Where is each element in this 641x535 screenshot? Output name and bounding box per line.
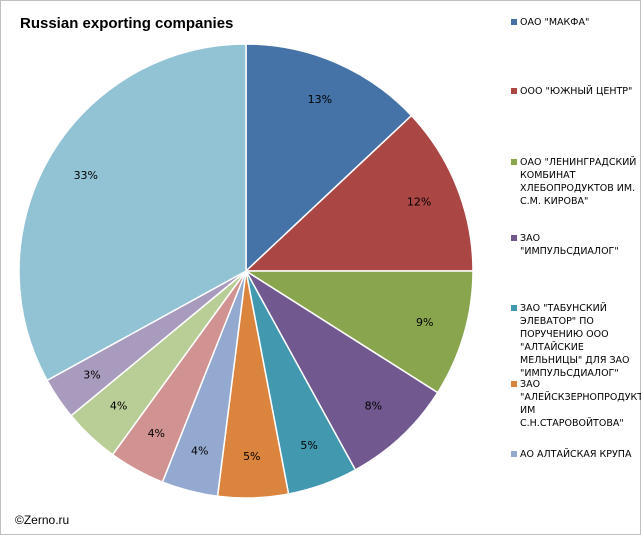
slice-label-8: 4% [148, 427, 165, 440]
slice-label-7: 4% [191, 444, 208, 457]
legend-swatch-5 [511, 305, 517, 311]
pie-slice-4 [245, 270, 439, 471]
slice-label-9: 4% [110, 400, 127, 413]
legend-label-6: ЗАО "АЛЕЙСКЗЕРНОПРОДУКТ ИМ С.Н.СТАРОВОЙТ… [520, 379, 641, 429]
pie-slice-3 [243, 270, 474, 394]
legend-label-2: ООО "ЮЖНЫЙ ЦЕНТР" [520, 86, 633, 97]
slice-label-3: 9% [416, 316, 433, 329]
legend-swatch-1 [511, 19, 517, 25]
pie-slice-1 [245, 43, 413, 273]
legend-swatch-4 [511, 235, 517, 241]
slice-label-2: 12% [407, 196, 431, 209]
legend-label-5: ЗАО "ТАБУНСКИЙ ЭЛЕВАТОР" ПО ПОРУЧЕНИЮ ОО… [520, 303, 630, 379]
legend-label-4: ЗАО "ИМПУЛЬСДИАЛОГ" [520, 233, 619, 257]
slice-label-6: 5% [243, 450, 260, 463]
chart-title: Russian exporting companies [20, 15, 234, 32]
legend-label-1: ОАО "МАКФА" [520, 17, 590, 28]
pie-slice-2 [244, 114, 474, 272]
legend-swatch-3 [511, 159, 517, 165]
legend-swatch-7 [511, 451, 517, 457]
slice-label-5: 5% [300, 439, 317, 452]
legend-label-7: АО АЛТАЙСКАЯ КРУПА [520, 449, 632, 460]
slice-label-1: 13% [308, 93, 332, 106]
legend-swatch-6 [511, 381, 517, 387]
slice-label-10: 3% [83, 369, 100, 382]
pie-slice-11 [18, 43, 247, 382]
source-credit: ©Zerno.ru [15, 513, 70, 527]
slice-label-11: 33% [74, 169, 98, 182]
legend-label-3: ОАО "ЛЕНИНГРАДСКИЙ КОМБИНАТ ХЛЕБОПРОДУКТ… [520, 157, 637, 207]
legend-swatch-2 [511, 88, 517, 94]
slice-label-4: 8% [365, 400, 382, 413]
